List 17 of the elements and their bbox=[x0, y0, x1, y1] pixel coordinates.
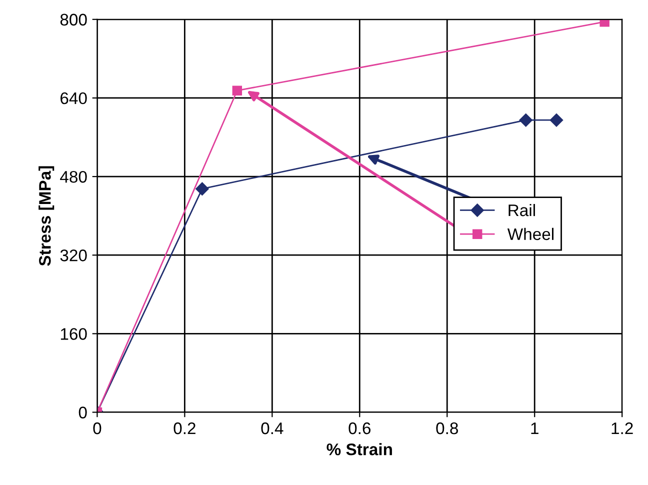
legend-label: Wheel bbox=[507, 228, 554, 240]
x-tick-label: 0.4 bbox=[261, 422, 284, 434]
x-tick-label: 0.2 bbox=[174, 422, 196, 434]
y-tick-label: 160 bbox=[60, 328, 87, 340]
x-tick-label: 1 bbox=[531, 422, 538, 434]
y-tick-label: 800 bbox=[60, 14, 87, 26]
x-axis-title: % Strain bbox=[326, 443, 392, 456]
y-axis-title: Stress [MPa] bbox=[38, 166, 54, 266]
y-tick-label: 640 bbox=[60, 92, 87, 104]
y-tick-label: 0 bbox=[78, 406, 87, 418]
x-tick-label: 0.8 bbox=[436, 422, 458, 434]
x-tick-label: 1.2 bbox=[612, 422, 633, 434]
x-tick-label: 0 bbox=[93, 422, 102, 434]
x-tick-label: 0.6 bbox=[348, 422, 370, 434]
y-tick-label: 320 bbox=[60, 250, 87, 262]
legend-label: Rail bbox=[508, 204, 535, 216]
y-tick-label: 480 bbox=[60, 170, 87, 183]
